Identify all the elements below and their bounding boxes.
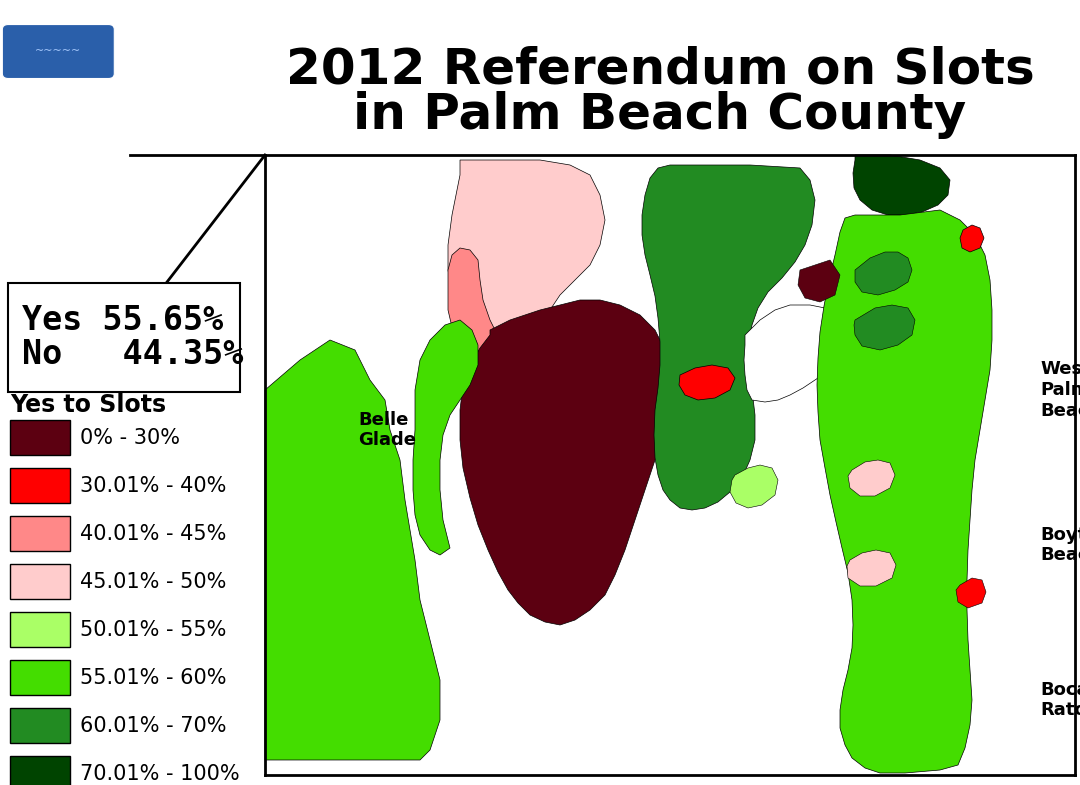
Text: 70.01% - 100%: 70.01% - 100% <box>80 764 240 783</box>
Polygon shape <box>679 365 735 400</box>
Text: 60.01% - 70%: 60.01% - 70% <box>80 715 227 736</box>
Text: { www.mcimaps.com }: { www.mcimaps.com } <box>30 86 86 91</box>
Text: 40.01% - 45%: 40.01% - 45% <box>80 524 227 543</box>
FancyBboxPatch shape <box>8 283 240 392</box>
Polygon shape <box>816 210 993 773</box>
Polygon shape <box>847 550 896 586</box>
Text: No   44.35%: No 44.35% <box>22 338 243 371</box>
Bar <box>10 708 70 743</box>
Bar <box>10 612 70 647</box>
Text: Boca
Raton: Boca Raton <box>1040 681 1080 719</box>
Polygon shape <box>854 305 915 350</box>
FancyBboxPatch shape <box>2 24 114 78</box>
Text: 30.01% - 40%: 30.01% - 40% <box>80 476 227 495</box>
Text: 50.01% - 55%: 50.01% - 55% <box>80 619 227 640</box>
Polygon shape <box>730 465 778 508</box>
Text: Yes 55.65%: Yes 55.65% <box>22 304 224 337</box>
Polygon shape <box>448 160 605 360</box>
Text: MCI MAPS: MCI MAPS <box>22 10 95 25</box>
Text: Boyton
Beach: Boyton Beach <box>1040 526 1080 564</box>
Bar <box>10 468 70 503</box>
Polygon shape <box>855 252 912 295</box>
Text: 45.01% - 50%: 45.01% - 50% <box>80 571 227 592</box>
Polygon shape <box>848 460 895 496</box>
Polygon shape <box>448 248 515 405</box>
Bar <box>10 660 70 695</box>
Polygon shape <box>853 155 950 215</box>
Text: 0% - 30%: 0% - 30% <box>80 428 180 447</box>
Polygon shape <box>960 225 984 252</box>
Polygon shape <box>744 305 840 402</box>
Bar <box>10 564 70 599</box>
Text: ~~~~~: ~~~~~ <box>36 46 81 56</box>
Polygon shape <box>956 578 986 608</box>
Polygon shape <box>460 300 670 625</box>
Bar <box>10 516 70 551</box>
Text: 2012 Referendum on Slots: 2012 Referendum on Slots <box>285 46 1035 94</box>
Bar <box>265 155 1075 775</box>
Polygon shape <box>413 320 478 555</box>
Text: Belle
Glade: Belle Glade <box>357 411 416 449</box>
Polygon shape <box>642 165 815 510</box>
Text: West
Palm
Beach: West Palm Beach <box>1040 360 1080 420</box>
Polygon shape <box>798 260 840 302</box>
Text: 55.01% - 60%: 55.01% - 60% <box>80 667 227 688</box>
Text: in Palm Beach County: in Palm Beach County <box>353 91 967 139</box>
Bar <box>10 756 70 785</box>
Text: Yes to Slots: Yes to Slots <box>10 393 166 417</box>
Bar <box>10 420 70 455</box>
Polygon shape <box>265 340 440 760</box>
